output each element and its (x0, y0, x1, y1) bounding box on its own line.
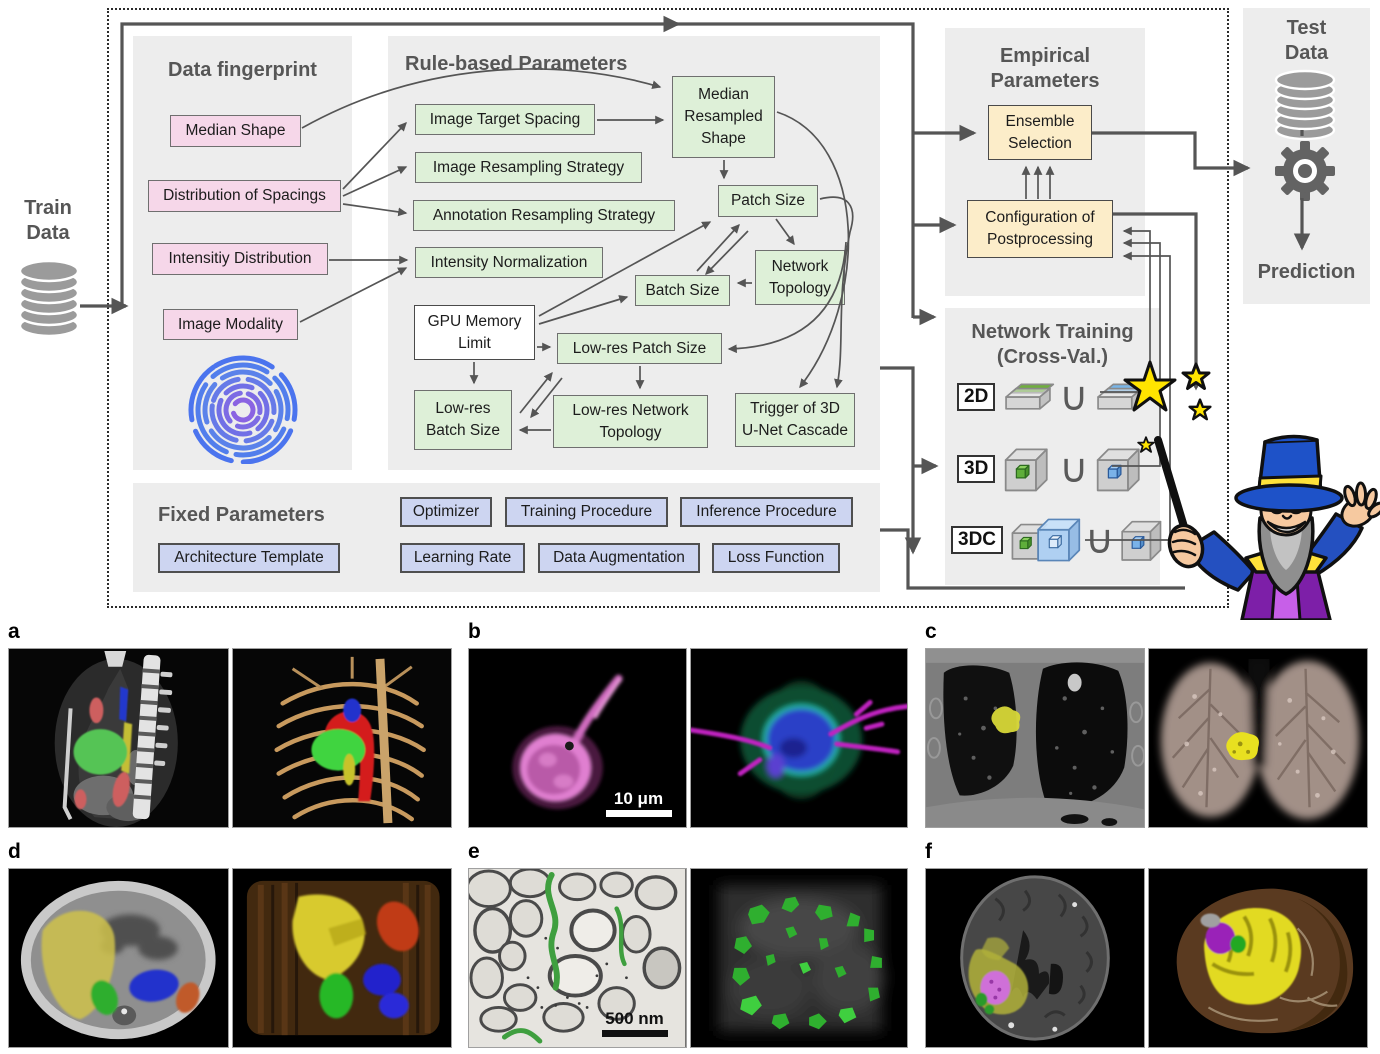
crossval-3dc-label: 3DC (951, 526, 1004, 554)
automl-dotted-boundary (107, 8, 1229, 608)
em-3d-render (689, 868, 908, 1048)
image-resampling-strategy-box: Image Resampling Strategy (415, 152, 642, 183)
ct-3d-ribcage-render (231, 648, 452, 828)
fixed-parameters-panel: Fixed Parameters Optimizer Training Proc… (133, 483, 880, 592)
architecture-template-box: Architecture Template (158, 543, 340, 573)
intensity-distribution-box: Intensitiy Distribution (152, 243, 328, 275)
trigger-3d-unet-cascade-box: Trigger of 3D U-Net Cascade (735, 393, 855, 447)
median-resampled-shape-box: Median Resampled Shape (672, 76, 775, 158)
scale-bar-10um: 10 μm (605, 790, 672, 817)
panel-f-images (925, 868, 1368, 1048)
cube-green-icon (1005, 448, 1048, 492)
learning-rate-box: Learning Rate (400, 543, 525, 573)
panel-letter-c: c (925, 620, 937, 643)
median-shape-box: Median Shape (170, 115, 301, 147)
empirical-parameters-panel: Empirical Parameters Ensemble Selection … (945, 28, 1145, 296)
fixed-parameters-title: Fixed Parameters (158, 504, 325, 526)
gpu-memory-limit-box: GPU Memory Limit (414, 305, 535, 360)
abdomen-organs-3d-render (231, 868, 452, 1048)
distribution-of-spacings-box: Distribution of Spacings (148, 180, 341, 212)
patch-size-box: Patch Size (718, 185, 818, 217)
configuration-postprocessing-box: Configuration of Postprocessing (967, 200, 1113, 258)
network-training-title: Network Training (Cross-Val.) (971, 321, 1134, 368)
batch-size-box: Batch Size (635, 275, 730, 306)
microscopy-cell-image: 10 μm (468, 648, 687, 828)
mri-axial-brain-image (925, 868, 1145, 1048)
cascade-cubes-icon (1011, 518, 1081, 562)
panel-letter-d: d (8, 840, 21, 863)
wizard-illustration (1123, 360, 1380, 620)
panel-letter-b: b (468, 620, 481, 643)
test-data-panel: Test Data (1243, 8, 1370, 304)
fingerprint-icon (188, 355, 298, 464)
electron-microscopy-image: 500 nm (468, 868, 687, 1048)
panel-d-images (8, 868, 452, 1048)
rule-based-title: Rule-based Parameters (405, 53, 628, 75)
low-res-network-topology-box: Low-res Network Topology (553, 395, 708, 448)
panel-letter-f: f (925, 840, 932, 863)
loss-function-box: Loss Function (712, 543, 840, 573)
ensemble-selection-box: Ensemble Selection (988, 105, 1092, 160)
image-modality-box: Image Modality (163, 309, 298, 340)
panel-a-images (8, 648, 452, 828)
train-database-icon (18, 259, 80, 338)
test-database-icon (1274, 69, 1336, 141)
microscopy-3d-cell-render (689, 648, 908, 828)
test-data-title: Test Data (1284, 17, 1329, 64)
annotation-resampling-strategy-box: Annotation Resampling Strategy (413, 200, 675, 231)
empirical-parameters-title: Empirical Parameters (990, 45, 1100, 92)
prediction-label: Prediction (1257, 261, 1356, 283)
rule-based-panel: Rule-based Parameters Image Target Spaci… (388, 36, 880, 470)
panel-b-images: 10 μm (468, 648, 908, 828)
union-symbol: ∪ (1085, 518, 1115, 562)
ct-sagittal-thorax-image (8, 648, 229, 828)
image-target-spacing-box: Image Target Spacing (415, 104, 595, 135)
union-symbol: ∪ (1059, 375, 1089, 419)
optimizer-box: Optimizer (400, 497, 492, 527)
data-fingerprint-title: Data fingerprint (168, 59, 317, 81)
mri-axial-abdomen-image (8, 868, 229, 1048)
inference-procedure-box: Inference Procedure (680, 497, 853, 527)
panel-c-images (925, 648, 1368, 828)
gear-icon (1275, 141, 1335, 201)
train-data-label: Train Data (24, 197, 72, 244)
scale-bar-500nm: 500 nm (601, 1010, 668, 1037)
data-fingerprint-panel: Data fingerprint Median Shape Distributi… (133, 36, 352, 470)
intensity-normalization-box: Intensity Normalization (415, 247, 603, 278)
network-topology-box: Network Topology (755, 250, 845, 305)
panel-e-images: 500 nm (468, 868, 908, 1048)
brain-3d-render (1148, 868, 1368, 1048)
panel-letter-e: e (468, 840, 480, 863)
slab-green-icon (1005, 383, 1055, 410)
crossval-2d-label: 2D (957, 383, 996, 411)
crossval-3d-label: 3D (957, 455, 996, 483)
training-procedure-box: Training Procedure (505, 497, 668, 527)
data-augmentation-box: Data Augmentation (538, 543, 700, 573)
lung-vessels-3d-render (1148, 648, 1368, 828)
low-res-patch-size-box: Low-res Patch Size (557, 333, 722, 364)
low-res-batch-size-box: Low-res Batch Size (414, 390, 512, 450)
panel-letter-a: a (8, 620, 20, 643)
ct-coronal-chest-image (925, 648, 1145, 828)
union-symbol: ∪ (1059, 447, 1089, 491)
